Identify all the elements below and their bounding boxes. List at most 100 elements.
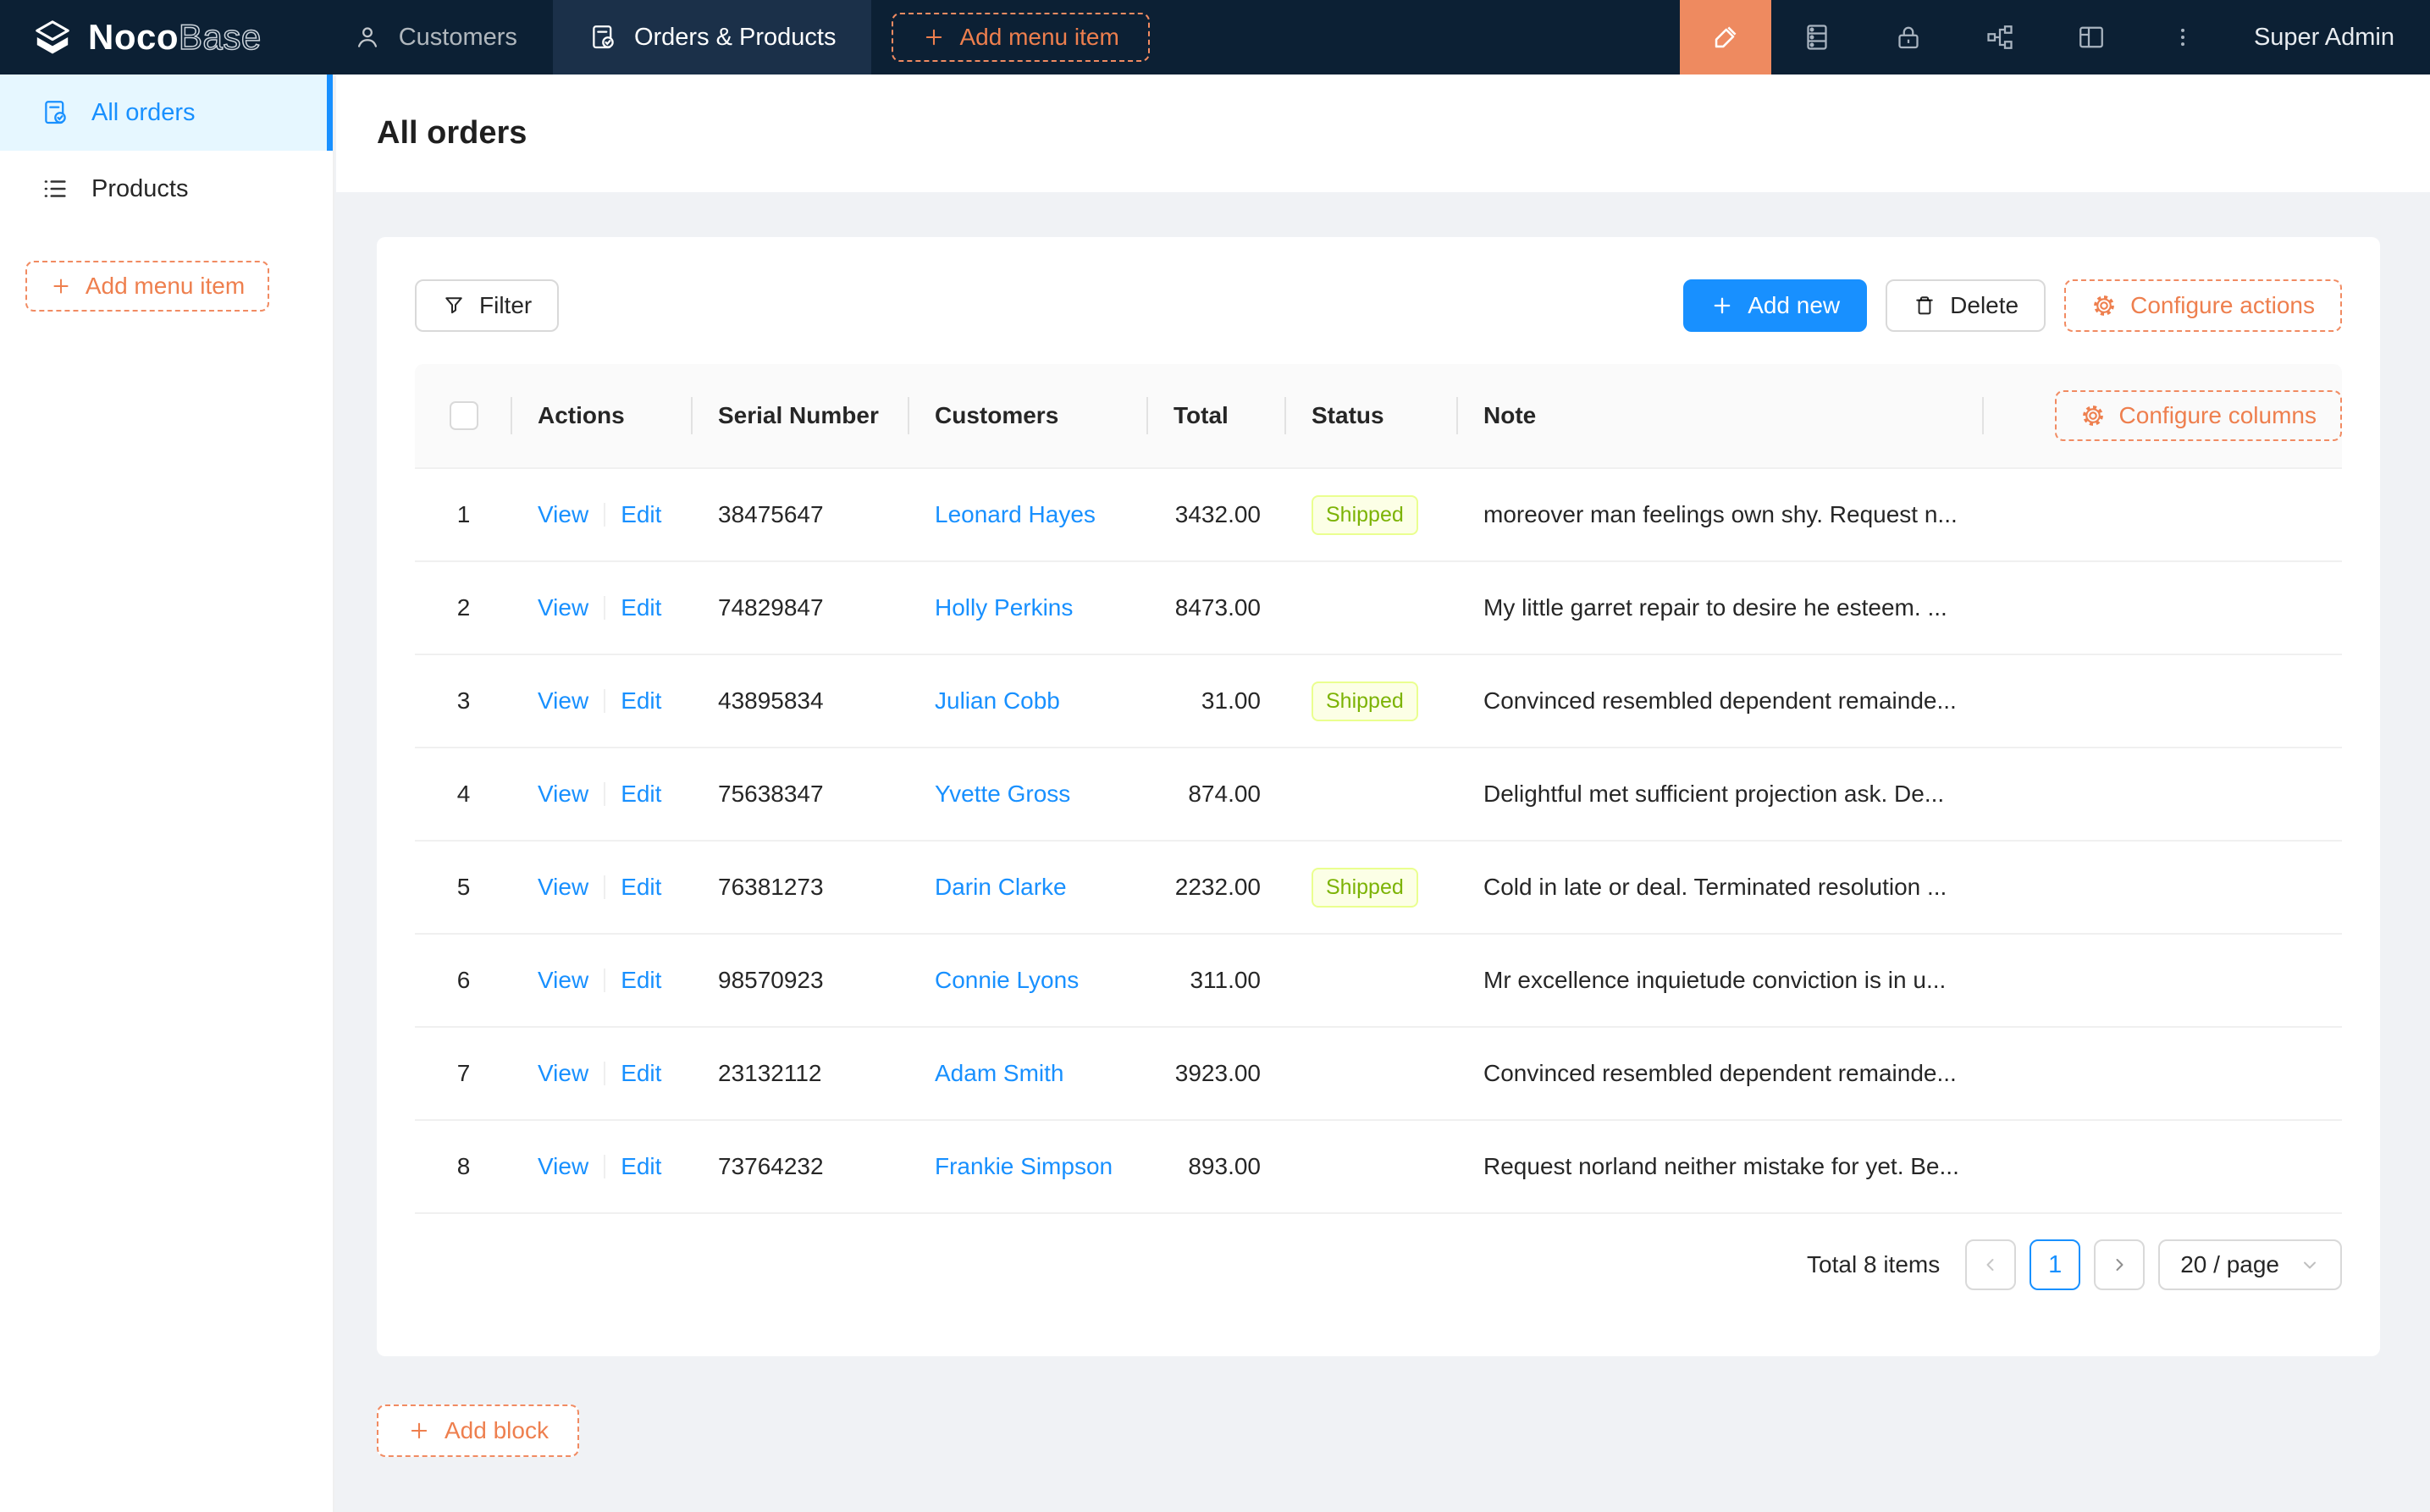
view-link[interactable]: View <box>538 1060 589 1086</box>
nav-tab-label: Customers <box>398 23 517 51</box>
configure-columns-button[interactable]: Configure columns <box>2054 390 2342 441</box>
nav-tab-orders-products[interactable]: Orders & Products <box>552 0 872 74</box>
customer-link[interactable]: Connie Lyons <box>935 967 1080 993</box>
serial-number-cell: 75638347 <box>718 781 824 807</box>
total-cell: 3432.00 <box>1174 501 1261 527</box>
customer-link[interactable]: Yvette Gross <box>935 781 1071 807</box>
edit-link[interactable]: Edit <box>621 594 662 621</box>
total-cell: 311.00 <box>1190 967 1261 993</box>
divider <box>604 782 606 806</box>
user-icon <box>353 23 382 52</box>
view-link[interactable]: View <box>538 967 589 993</box>
order-document-icon <box>41 98 69 127</box>
row-index: 7 <box>456 1060 471 1086</box>
user-menu[interactable]: Super Admin <box>2253 23 2394 51</box>
table-toolbar: Filter Add new Delete <box>415 279 2342 332</box>
nav-add-menu-item-button[interactable]: Add menu item <box>892 13 1150 62</box>
row-actions: View Edit <box>512 874 693 901</box>
nocobase-logo-icon <box>30 15 75 59</box>
pagination-page-1[interactable]: 1 <box>2030 1239 2081 1290</box>
select-all-checkbox[interactable] <box>449 401 478 430</box>
divider <box>604 968 606 992</box>
note-cell: moreover man feelings own shy. Request n… <box>1483 501 1958 527</box>
customer-link[interactable]: Darin Clarke <box>935 874 1067 900</box>
status-cell: Shipped <box>1286 681 1458 721</box>
view-link[interactable]: View <box>538 874 589 900</box>
customer-link[interactable]: Julian Cobb <box>935 687 1060 714</box>
pagination-next-button[interactable] <box>2094 1239 2146 1290</box>
row-actions: View Edit <box>512 1153 693 1180</box>
pagination-prev-button[interactable] <box>1965 1239 2017 1290</box>
main-area: All orders Filter Add new <box>336 74 2430 1512</box>
chevron-down-icon <box>2300 1255 2320 1275</box>
view-link[interactable]: View <box>538 781 589 807</box>
access-control-button[interactable] <box>1863 0 1954 74</box>
table-row: 6 View Edit 98570923 Connie Lyons 311.00 … <box>415 935 2342 1028</box>
view-link[interactable]: View <box>538 687 589 714</box>
edit-link[interactable]: Edit <box>621 874 662 900</box>
row-index: 4 <box>456 781 471 807</box>
view-link[interactable]: View <box>538 1153 589 1179</box>
plus-icon <box>50 275 72 297</box>
table-row: 2 View Edit 74829847 Holly Perkins 8473.0… <box>415 562 2342 655</box>
edit-link[interactable]: Edit <box>621 501 662 527</box>
divider <box>604 1062 606 1085</box>
filter-button[interactable]: Filter <box>415 279 560 332</box>
edit-link[interactable]: Edit <box>621 687 662 714</box>
sidebar-item-all-orders[interactable]: All orders <box>0 74 333 151</box>
page-size-select[interactable]: 20 / page <box>2158 1239 2342 1290</box>
serial-number-cell: 43895834 <box>718 687 824 714</box>
serial-number-cell: 23132112 <box>718 1060 822 1086</box>
divider <box>604 689 606 713</box>
add-new-button[interactable]: Add new <box>1683 279 1868 332</box>
customer-link[interactable]: Frankie Simpson <box>935 1153 1113 1179</box>
brand-name: NocoBase <box>88 16 262 58</box>
edit-link[interactable]: Edit <box>621 967 662 993</box>
edit-link[interactable]: Edit <box>621 1060 662 1086</box>
customer-link[interactable]: Leonard Hayes <box>935 501 1096 527</box>
table-row: 5 View Edit 76381273 Darin Clarke 2232.00… <box>415 842 2342 935</box>
note-cell: My little garret repair to desire he est… <box>1483 594 1947 621</box>
customer-link[interactable]: Adam Smith <box>935 1060 1064 1086</box>
divider <box>604 875 606 899</box>
row-actions: View Edit <box>512 687 693 715</box>
add-block-button[interactable]: Add block <box>377 1404 579 1457</box>
nav-tab-customers[interactable]: Customers <box>318 0 553 74</box>
sidebar: All orders Products Add menu item <box>0 74 334 1512</box>
status-cell: Shipped <box>1286 494 1458 535</box>
customer-link[interactable]: Holly Perkins <box>935 594 1074 621</box>
view-link[interactable]: View <box>538 594 589 621</box>
ui-editor-button[interactable] <box>1679 0 1771 74</box>
pagination-total: Total 8 items <box>1807 1251 1941 1277</box>
gear-icon <box>2091 293 2117 318</box>
edit-link[interactable]: Edit <box>621 1153 662 1179</box>
sidebar-item-label: All orders <box>91 98 196 126</box>
edit-link[interactable]: Edit <box>621 781 662 807</box>
workflow-button[interactable] <box>1954 0 2046 74</box>
layout-button[interactable] <box>2046 0 2137 74</box>
status-badge: Shipped <box>1312 681 1418 721</box>
toolbar-actions: Add new Delete Configure actions <box>1683 279 2342 332</box>
table-header-select <box>415 364 512 467</box>
orders-table: Actions Serial Number Customers Total St… <box>415 364 2342 1214</box>
divider <box>604 1155 606 1178</box>
trash-icon <box>1913 294 1936 317</box>
filter-funnel-icon <box>442 294 466 317</box>
sidebar-add-menu-item-button[interactable]: Add menu item <box>25 261 269 312</box>
note-cell: Convinced resembled dependent remainde..… <box>1483 1060 1957 1086</box>
more-button[interactable] <box>2137 0 2228 74</box>
page-title: All orders <box>377 115 527 151</box>
sidebar-item-products[interactable]: Products <box>0 151 333 227</box>
row-index: 1 <box>456 501 471 527</box>
configure-actions-button[interactable]: Configure actions <box>2064 279 2342 332</box>
plus-icon <box>407 1419 431 1443</box>
total-cell: 8473.00 <box>1174 594 1261 621</box>
delete-button[interactable]: Delete <box>1886 279 2046 332</box>
serial-number-cell: 76381273 <box>718 874 824 900</box>
collections-button[interactable] <box>1771 0 1863 74</box>
plus-icon <box>1710 294 1734 317</box>
row-index: 5 <box>456 874 471 900</box>
gear-icon <box>2080 403 2106 428</box>
status-badge: Shipped <box>1312 494 1418 535</box>
view-link[interactable]: View <box>538 501 589 527</box>
